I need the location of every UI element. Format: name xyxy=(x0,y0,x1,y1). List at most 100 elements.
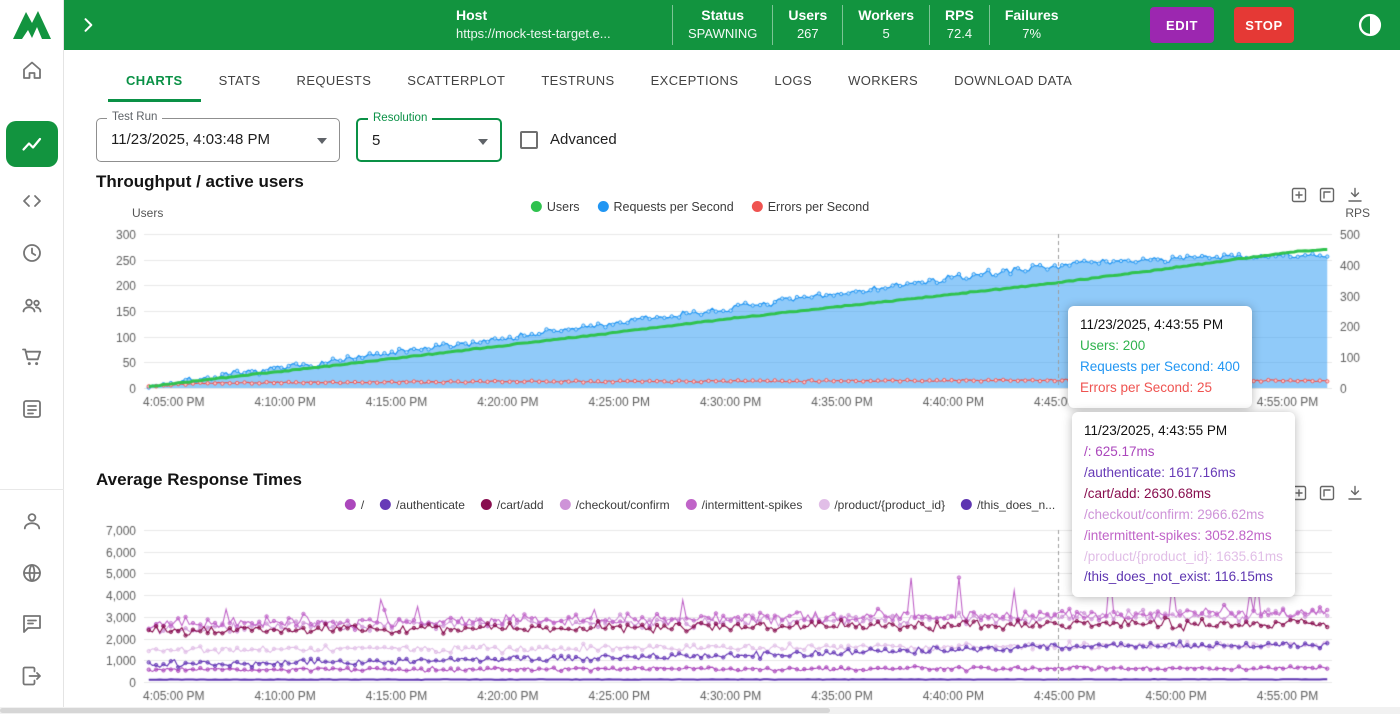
legend-label: Requests per Second xyxy=(613,199,734,214)
sidebar-item-home[interactable] xyxy=(20,58,44,82)
sidebar-item-profile[interactable] xyxy=(20,509,44,533)
legend-response-times: / /authenticate/cart/add/checkout/confirm… xyxy=(337,497,1063,515)
resolution-select[interactable]: Resolution 5 xyxy=(356,112,502,162)
tab-bar: CHARTS STATS REQUESTS SCATTERPLOT TESTRUNS EX… xyxy=(108,62,1090,102)
tab-requests[interactable]: REQUESTS xyxy=(296,73,372,88)
globe-icon xyxy=(23,564,41,582)
sidebar-item-charts[interactable] xyxy=(6,121,58,167)
legend-dot xyxy=(597,201,609,212)
legend-item[interactable]: /authenticate xyxy=(380,498,465,512)
test-run-label: Test Run xyxy=(107,111,163,123)
tab-scatterplot[interactable]: SCATTERPLOT xyxy=(407,73,506,88)
legend-item[interactable]: Requests per Second xyxy=(597,199,734,214)
header-stat-rps: RPS 72.4 xyxy=(929,5,989,45)
code-icon xyxy=(23,195,41,207)
tooltip-row: /intermittent-spikes: 3052.82ms xyxy=(1084,527,1272,543)
legend-item[interactable]: /this_does_n... xyxy=(961,498,1055,512)
left-axis-label: Users xyxy=(132,206,164,220)
legend-label: /checkout/confirm xyxy=(575,497,670,512)
tab-stats[interactable]: STATS xyxy=(218,73,261,88)
tooltip-row: /: 625.17ms xyxy=(1084,443,1155,459)
chart-title-throughput: Throughput / active users xyxy=(96,172,304,191)
chart-toolbar-response-times xyxy=(1290,484,1364,502)
locust-logo[interactable] xyxy=(10,7,54,47)
tab-exceptions[interactable]: EXCEPTIONS xyxy=(650,73,739,88)
tab-testruns[interactable]: TESTRUNS xyxy=(541,73,615,88)
legend-label: /product/{product_id} xyxy=(834,497,946,512)
horizontal-scrollbar[interactable] xyxy=(0,707,1400,714)
sidebar-item-reports[interactable] xyxy=(20,397,44,421)
stop-button[interactable]: STOP xyxy=(1234,7,1294,43)
clock-icon xyxy=(23,244,41,262)
right-axis-label: RPS xyxy=(1345,206,1370,220)
tab-charts[interactable]: CHARTS xyxy=(108,62,201,102)
legend-label: / xyxy=(360,497,365,512)
expand-sidebar-icon[interactable] xyxy=(78,15,98,35)
download-image-icon[interactable] xyxy=(1346,186,1364,204)
chart-title-response-times: Average Response Times xyxy=(96,470,302,489)
chart-toolbar-throughput xyxy=(1290,186,1364,204)
tooltip-title: 11/23/2025, 4:43:55 PM xyxy=(1084,423,1228,438)
host-value: https://mock-test-target.e... xyxy=(456,26,611,41)
legend-dot xyxy=(751,201,763,212)
header-stat-users: Users 267 xyxy=(772,5,842,45)
restore-icon[interactable] xyxy=(1318,186,1336,204)
tab-download-data[interactable]: DOWNLOAD DATA xyxy=(954,73,1073,88)
legend-dot xyxy=(559,499,571,510)
header-stats: Status SPAWNING Users 267 Workers 5 RPS 72.4 Fai… xyxy=(672,5,1074,45)
dark-mode-toggle-icon[interactable] xyxy=(1356,11,1384,39)
line-chart-icon xyxy=(22,137,42,151)
legend-label: /intermittent-spikes xyxy=(701,497,803,512)
tooltip-row: /cart/add: 2630.68ms xyxy=(1084,485,1211,501)
advanced-checkbox[interactable] xyxy=(520,131,538,149)
chevron-down-icon xyxy=(478,139,488,145)
legend-dot xyxy=(380,499,392,510)
legend-item[interactable]: /intermittent-spikes xyxy=(685,497,803,512)
legend-item[interactable]: Errors per Second xyxy=(751,199,870,214)
legend-label: /this_does_n... xyxy=(977,497,1056,512)
chart-tooltip-throughput: 11/23/2025, 4:43:55 PM Users: 200 Requests… xyxy=(1068,306,1252,408)
resolution-label: Resolution xyxy=(368,112,433,124)
sidebar-item-history[interactable] xyxy=(20,241,44,265)
tooltip-row: /checkout/confirm: 2966.62ms xyxy=(1084,506,1265,522)
legend-item[interactable]: Users xyxy=(530,199,580,214)
legend-item[interactable]: /cart/add xyxy=(480,497,544,512)
sidebar-divider xyxy=(0,489,64,490)
download-image-icon[interactable] xyxy=(1346,484,1364,502)
home-icon xyxy=(23,61,41,79)
legend-item[interactable]: /checkout/confirm xyxy=(559,497,670,512)
legend-label: Users xyxy=(546,199,580,214)
resolution-value: 5 xyxy=(372,132,381,149)
legend-label: Errors per Second xyxy=(767,199,870,214)
legend-dot xyxy=(961,499,973,510)
sidebar-item-network[interactable] xyxy=(20,561,44,585)
legend-label: /cart/add xyxy=(496,497,544,512)
zoom-icon[interactable] xyxy=(1290,186,1308,204)
chevron-down-icon xyxy=(317,138,327,144)
person-icon xyxy=(23,513,41,530)
sidebar-item-users[interactable] xyxy=(20,293,44,317)
edit-button[interactable]: EDIT xyxy=(1150,7,1214,43)
logout-icon xyxy=(22,666,41,686)
header-stat-status: Status SPAWNING xyxy=(672,5,772,45)
host-info: Host https://mock-test-target.e... xyxy=(456,5,672,43)
sidebar-item-logout[interactable] xyxy=(20,664,44,688)
chart-tooltip-response-times: 11/23/2025, 4:43:55 PM /: 625.17ms/authen… xyxy=(1072,412,1295,598)
locust-logo-icon xyxy=(13,11,51,39)
sidebar-item-code[interactable] xyxy=(20,189,44,213)
test-run-select[interactable]: Test Run 11/23/2025, 4:03:48 PM xyxy=(96,111,340,162)
legend-dot xyxy=(480,499,492,510)
legend-item[interactable]: / xyxy=(344,497,365,512)
legend-dot xyxy=(685,499,697,510)
tooltip-title: 11/23/2025, 4:43:55 PM xyxy=(1080,317,1224,332)
legend-label: /authenticate xyxy=(396,497,465,512)
legend-item[interactable]: /product/{product_id} xyxy=(818,498,945,512)
sidebar-item-feedback[interactable] xyxy=(20,612,44,636)
restore-icon[interactable] xyxy=(1318,484,1336,502)
sidebar-item-cart[interactable] xyxy=(20,345,44,369)
host-label: Host xyxy=(456,7,488,23)
tooltip-row: Requests per Second: 400 xyxy=(1080,358,1240,374)
scrollbar-thumb[interactable] xyxy=(0,708,830,713)
tab-logs[interactable]: LOGS xyxy=(774,73,813,88)
tab-workers[interactable]: WORKERS xyxy=(848,73,919,88)
